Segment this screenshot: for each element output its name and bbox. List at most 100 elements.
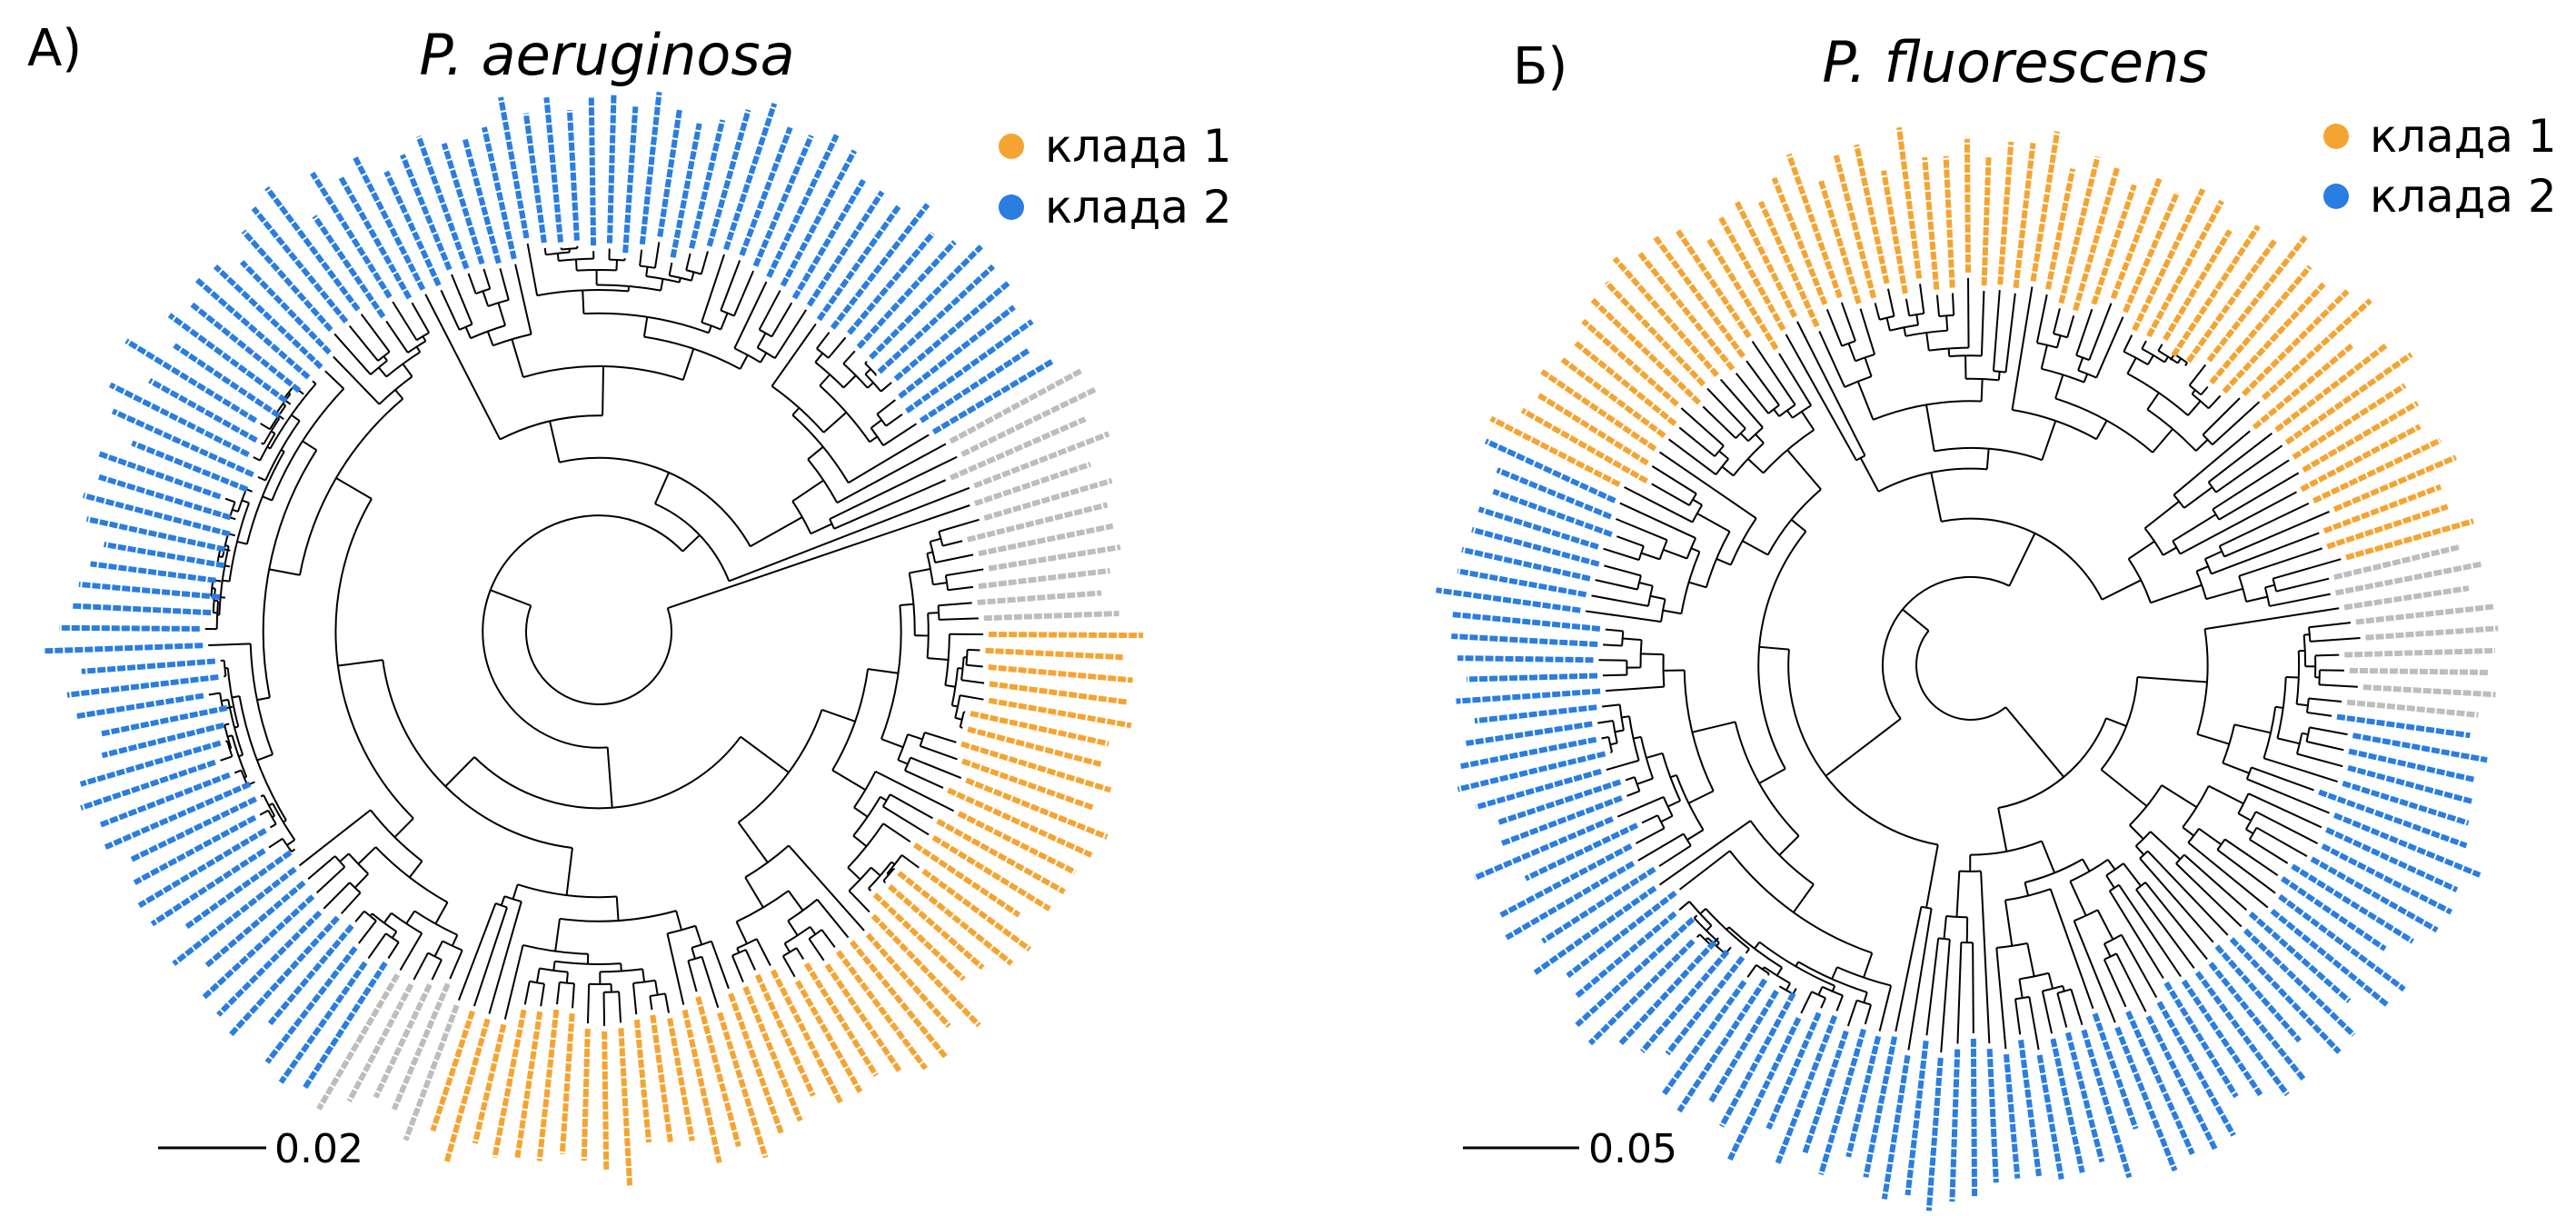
branch <box>602 992 606 1026</box>
leaf-label-glyph <box>2092 1012 2139 1130</box>
branch <box>1716 557 1732 566</box>
leaf-label-glyph <box>898 304 1016 399</box>
leaf-label-glyph <box>865 932 951 1029</box>
branch <box>1719 378 1764 429</box>
branch <box>486 331 494 346</box>
branch <box>791 479 824 503</box>
branch-arc <box>1732 442 1765 477</box>
branch <box>1980 379 1984 402</box>
branch <box>554 918 562 952</box>
branch <box>451 274 473 325</box>
leaf-label-glyph <box>66 673 219 698</box>
branch <box>467 273 477 294</box>
leaf-label-glyph <box>961 758 1094 811</box>
branch <box>1692 721 1736 733</box>
branch-arc <box>1855 454 1865 462</box>
leaf-label-glyph <box>2310 856 2439 933</box>
branch <box>1686 829 1705 841</box>
branch-arc <box>482 514 684 749</box>
branch-arc <box>1905 329 1948 337</box>
branch <box>1886 288 1895 317</box>
leaf-label-glyph <box>1587 939 1696 1046</box>
leaf-label-glyph <box>974 461 1092 506</box>
leaf-label-glyph <box>1662 980 1747 1096</box>
branch <box>615 259 619 271</box>
branch <box>1640 653 1664 656</box>
leaf-label-glyph <box>695 996 741 1148</box>
branch <box>411 302 431 334</box>
branch <box>642 316 649 337</box>
branch <box>2306 712 2332 717</box>
branch <box>291 848 296 852</box>
branch <box>499 268 510 301</box>
branch <box>2249 838 2289 864</box>
leaf-label-glyph <box>1566 891 1677 979</box>
branch <box>2095 316 2124 378</box>
branch <box>2172 513 2217 543</box>
branch-arc <box>2302 634 2307 667</box>
leaf-label-glyph <box>267 923 354 1026</box>
leaf-label-glyph <box>1461 546 1591 582</box>
branch <box>260 423 271 431</box>
branch <box>1995 947 2007 1050</box>
branch <box>574 259 578 271</box>
branch <box>415 346 422 353</box>
branch-arc <box>2077 369 2097 379</box>
leaf-label-glyph <box>1986 1048 1999 1183</box>
branch <box>2152 428 2173 454</box>
branch <box>864 361 868 364</box>
leaf-label-glyph <box>430 1010 475 1132</box>
branch-arc <box>1941 517 2104 601</box>
leaf-label-glyph <box>1500 795 1623 847</box>
branch-arc <box>2212 508 2221 521</box>
leaf-label-glyph <box>108 382 250 457</box>
branch <box>967 648 980 652</box>
branch <box>945 684 956 688</box>
leaf-label-glyph <box>1575 917 1696 1028</box>
branch <box>2070 989 2084 1026</box>
branch <box>1956 942 1963 1044</box>
branch-arc <box>2187 828 2200 843</box>
leaf-label-glyph <box>1785 153 1843 299</box>
branch-arc <box>416 332 430 342</box>
branch <box>488 901 522 1014</box>
branch <box>2105 874 2115 889</box>
branch <box>385 320 409 354</box>
branch <box>2134 845 2145 856</box>
branch-arc <box>561 247 578 251</box>
branch <box>253 456 261 462</box>
branch <box>1667 438 1717 475</box>
branch <box>1706 387 1746 430</box>
leaf-label-glyph <box>1540 369 1657 452</box>
branch <box>667 504 970 610</box>
leaf-label-glyph <box>931 834 1051 912</box>
branch <box>357 846 377 865</box>
leaf-label-glyph <box>1653 235 1746 359</box>
leaf-label-glyph <box>622 106 639 254</box>
branch <box>1742 540 1769 556</box>
leaf-label-glyph <box>1533 885 1657 975</box>
branch <box>1718 450 1729 460</box>
branch <box>2215 444 2283 493</box>
branch <box>1678 901 1690 911</box>
branch <box>1624 486 1694 523</box>
leaf-label-glyph <box>2343 585 2470 611</box>
branch-arc <box>2307 627 2312 642</box>
leaf-label-glyph <box>960 386 1098 457</box>
branch-arc <box>558 257 594 263</box>
leaf-label-glyph <box>2222 282 2326 394</box>
branch <box>1604 564 1642 577</box>
leaf-label-glyph <box>391 982 451 1111</box>
leaf-label-glyph <box>2036 1054 2064 1180</box>
branch <box>2264 583 2275 589</box>
branch-arc <box>2014 995 2030 1001</box>
leaf-label-glyph <box>618 1028 633 1186</box>
branch <box>269 822 277 829</box>
branch <box>904 769 944 789</box>
branch <box>1885 317 1891 331</box>
branch <box>2126 357 2137 374</box>
leaf-label-glyph <box>913 842 1021 918</box>
leaf-label-glyph <box>353 155 426 291</box>
branch-arc <box>264 420 301 482</box>
branch <box>221 698 229 703</box>
